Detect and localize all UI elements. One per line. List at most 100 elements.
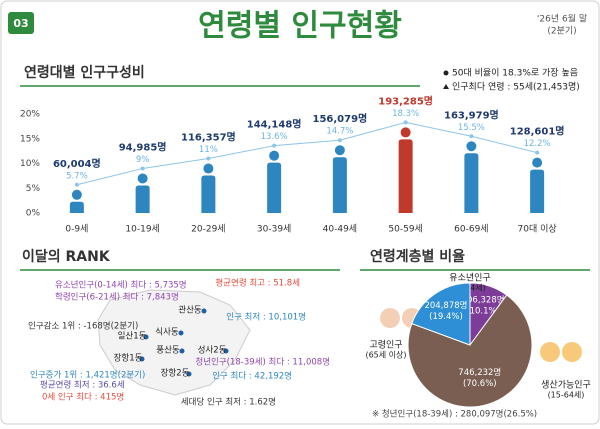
- icon-head: [532, 157, 543, 168]
- district-name: 성사2동: [198, 346, 227, 356]
- x-tick-label: 60-69세: [454, 224, 488, 235]
- y-tick-label: 5%: [26, 184, 41, 194]
- count-label: 163,979명: [444, 108, 499, 121]
- category-label: 생산가능인구: [541, 380, 591, 391]
- district-dot: [186, 371, 192, 377]
- category-note: (15-64세): [548, 391, 585, 400]
- icon-head: [71, 189, 82, 200]
- footnote: ※ 청년인구(18-39세) : 280,097명(26.5%): [372, 409, 537, 420]
- icon-head: [466, 141, 477, 152]
- ratio-line: [76, 121, 538, 186]
- note-bullet: [443, 70, 449, 76]
- icon-body: [135, 185, 150, 213]
- icon-body: [530, 169, 545, 213]
- district-name: 관산동: [178, 305, 202, 316]
- rank-label: 인구감소 1위 : -168명(2분기): [28, 321, 138, 332]
- rank-label: 0세 인구 최다 : 415명: [42, 392, 124, 403]
- slice-percent: (19.4%): [429, 312, 463, 322]
- elder-icon: [380, 308, 400, 328]
- count-label: 60,004명: [53, 157, 101, 170]
- rank-label: 평균연령 최고 : 51.8세: [215, 278, 300, 289]
- rank-label: 유소년인구(0-14세) 최다 : 5,735명: [55, 280, 187, 291]
- count-label: 156,079명: [313, 112, 368, 125]
- icon-body: [398, 139, 413, 213]
- count-label: 116,357명: [181, 131, 236, 144]
- slice-count: 746,232명: [458, 367, 501, 378]
- main-title: 연령별 인구현황: [198, 9, 402, 44]
- map: [97, 289, 251, 396]
- x-tick-label: 40-49세: [323, 224, 357, 235]
- date: '26년 6월 말: [537, 13, 587, 25]
- x-tick-label: 70대 이상: [518, 224, 557, 235]
- value-label: 13.6%: [261, 132, 288, 142]
- x-tick-label: 0-9세: [65, 224, 88, 235]
- page-badge: [8, 12, 34, 34]
- district-dot: [223, 348, 229, 354]
- x-tick-label: 50-59세: [388, 224, 422, 235]
- icon-head: [400, 127, 411, 138]
- slice-percent: (70.6%): [463, 379, 497, 389]
- rank-label: 청년인구(18-39세) 최다 : 11,008명: [195, 357, 330, 368]
- district-dot: [201, 308, 207, 314]
- count-label: 128,601명: [510, 125, 565, 138]
- value-label: 15.5%: [458, 123, 485, 133]
- district-dot: [178, 330, 184, 336]
- count-label: 144,148명: [247, 118, 302, 131]
- category-note: (65세 이상): [365, 350, 406, 360]
- ratio-dot: [403, 120, 408, 125]
- rank-label: 인구 최저 : 10,101명: [226, 312, 306, 323]
- worker-icon: [540, 342, 560, 362]
- y-tick-label: 15%: [20, 134, 40, 144]
- slice-count: 204,878명: [424, 300, 467, 311]
- rank-label: 인구 최다 : 42,192명: [212, 371, 292, 382]
- note-bullet: [443, 84, 449, 89]
- icon-head: [334, 145, 345, 156]
- icon-body: [464, 153, 479, 213]
- pie-slice: [411, 282, 471, 346]
- value-label: 14.7%: [326, 127, 353, 137]
- worker-icon: [562, 342, 582, 362]
- icon-body: [332, 157, 347, 213]
- rank-label: 인구증가 1위 : 1,421명(2분기): [30, 370, 145, 381]
- slice-count: 106,328명: [462, 295, 505, 306]
- icon-body: [267, 162, 282, 213]
- section-title: 연령대별 인구구성비: [24, 64, 145, 81]
- pie-slice: [407, 294, 533, 408]
- y-tick-label: 0%: [26, 209, 41, 219]
- ratio-dot: [469, 134, 474, 139]
- district-name: 풍산동: [156, 345, 180, 356]
- category-label: 고령인구: [369, 339, 402, 351]
- value-label: 9%: [136, 155, 150, 165]
- ratio-dot: [535, 150, 540, 155]
- district-name: 장항1동: [114, 353, 143, 364]
- value-label: 11%: [199, 145, 218, 155]
- x-tick-label: 10-19세: [125, 224, 159, 235]
- rank-label: 학령인구(6-21세) 최다 : 7,843명: [55, 292, 179, 303]
- icon-body: [69, 201, 84, 213]
- ratio-dot: [140, 166, 145, 171]
- count-label: 193,285명: [378, 94, 433, 107]
- category-label: 유소년인구: [449, 273, 490, 284]
- ratio-dot: [272, 143, 277, 148]
- icon-head: [203, 163, 214, 174]
- x-tick-label: 20-29세: [191, 224, 225, 235]
- district-name: 일산1동: [118, 331, 147, 342]
- value-label: 12.2%: [524, 139, 551, 149]
- period: (2분기): [547, 26, 576, 37]
- district-dot: [143, 334, 149, 340]
- value-label: 18.3%: [392, 109, 419, 119]
- section-title: 연령계층별 비율: [370, 248, 465, 265]
- rank-label: 평균연령 최저 : 36.6세: [40, 380, 125, 391]
- page-number: 03: [13, 17, 28, 30]
- section-title: 이달의 RANK: [22, 248, 111, 265]
- note: 50대 비율이 18.3%로 가장 높음: [452, 68, 578, 79]
- ratio-dot: [337, 138, 342, 143]
- district-dot: [179, 348, 185, 354]
- district-dot: [139, 356, 145, 362]
- icon-body: [201, 175, 216, 213]
- icon-head: [269, 150, 280, 161]
- ratio-dot: [74, 182, 79, 187]
- y-tick-label: 20%: [20, 110, 40, 120]
